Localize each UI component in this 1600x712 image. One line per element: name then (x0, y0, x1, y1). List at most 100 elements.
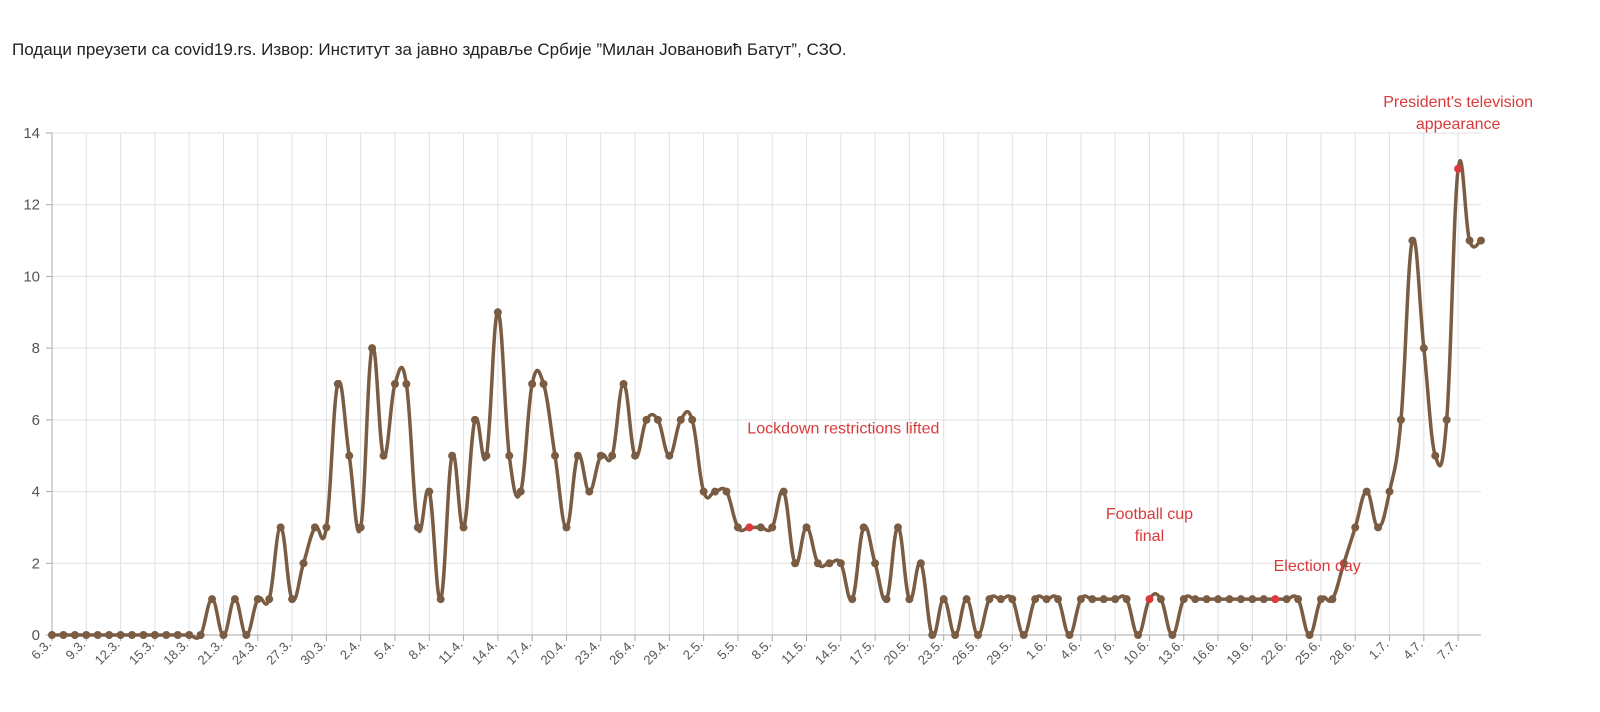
data-point (276, 523, 285, 532)
highlight-point (1145, 595, 1154, 604)
series (48, 158, 1485, 640)
x-tick-label: 18.3. (160, 637, 191, 668)
y-tick-label: 6 (32, 412, 40, 429)
data-point (93, 631, 102, 639)
x-tick-label: 23.5. (915, 637, 946, 668)
data-point (825, 559, 834, 568)
data-point (802, 523, 811, 532)
y-tick-label: 2 (32, 555, 40, 572)
data-point (1156, 595, 1165, 604)
data-point (859, 523, 868, 532)
x-tick-label: 4.7. (1400, 637, 1426, 663)
x-tick-label: 11.4. (435, 637, 465, 667)
y-tick-label: 14 (23, 125, 40, 142)
data-point (116, 631, 125, 639)
x-tick-label: 28.6. (1326, 637, 1357, 668)
x-tick-label: 23.4. (572, 637, 603, 668)
data-point (82, 631, 91, 639)
x-tick-label: 29.5. (983, 637, 1014, 668)
data-point (619, 380, 628, 388)
data-point (1294, 595, 1303, 604)
data-point (1374, 523, 1383, 532)
data-point (70, 631, 79, 639)
data-point (1054, 595, 1063, 604)
data-point (688, 415, 697, 424)
x-tick-label: 30.3. (297, 637, 328, 668)
y-tick-label: 4 (32, 484, 40, 501)
data-point (322, 523, 331, 532)
data-point (139, 631, 148, 639)
data-point (596, 451, 605, 460)
data-point (242, 631, 251, 639)
data-point (470, 415, 479, 424)
data-point (150, 631, 159, 639)
annotation-label: final (1135, 528, 1164, 545)
data-point (973, 631, 982, 639)
data-point (836, 559, 845, 568)
data-point (1477, 236, 1485, 245)
x-tick-label: 5.5. (714, 637, 740, 663)
x-tick-label: 25.6. (1292, 637, 1323, 668)
data-point (1362, 487, 1371, 496)
data-point (356, 523, 365, 532)
data-point (482, 451, 491, 460)
data-point (1099, 595, 1108, 604)
annotations: Lockdown restrictions lifted Football cup… (747, 94, 1533, 575)
data-point (939, 595, 948, 604)
x-tick-label: 22.6. (1258, 637, 1289, 668)
x-tick-label: 26.4. (606, 637, 637, 668)
x-tick-label: 26.5. (949, 637, 980, 668)
data-point (1111, 595, 1120, 604)
data-point (893, 523, 902, 532)
data-point (573, 451, 582, 460)
data-point (333, 380, 342, 388)
y-tick-label: 8 (32, 340, 40, 357)
x-tick-label: 13.6. (1155, 637, 1186, 668)
data-point (379, 451, 388, 460)
x-tick-label: 9.3. (62, 637, 88, 663)
data-point (196, 631, 205, 639)
data-point (345, 451, 354, 460)
data-point (1351, 523, 1360, 532)
data-point (505, 451, 514, 460)
x-tick-label: 7.6. (1091, 637, 1117, 663)
data-point (1214, 595, 1223, 604)
annotation-label: appearance (1416, 116, 1501, 133)
x-tick-label: 7.7. (1434, 637, 1460, 663)
data-point (1134, 631, 1143, 639)
data-point (402, 380, 411, 388)
data-point (413, 523, 422, 532)
data-point (1305, 631, 1314, 639)
data-point (1202, 595, 1211, 604)
data-point (1431, 451, 1440, 460)
data-point (493, 308, 502, 317)
data-point (1465, 236, 1474, 245)
x-tick-label: 11.5. (778, 637, 808, 667)
data-point (1019, 631, 1028, 639)
data-point (1122, 595, 1131, 604)
x-axis: 6.3. 9.3. 12.3. 15.3. 18.3. 21.3. 24.3. 27.3. 30… (28, 634, 1481, 668)
data-point (425, 487, 434, 496)
data-point (962, 595, 971, 604)
x-tick-label: 24.3. (229, 637, 260, 668)
data-point (1076, 595, 1085, 604)
highlight-point (1271, 595, 1280, 604)
data-point (768, 523, 777, 532)
data-point (162, 631, 171, 639)
data-point (722, 487, 731, 496)
data-point (288, 595, 297, 604)
data-point (1282, 595, 1291, 604)
data-point (665, 451, 674, 460)
data-point (699, 487, 708, 496)
annotation-label: Election day (1274, 558, 1361, 575)
data-point (173, 631, 182, 639)
data-point (779, 487, 788, 496)
annotation-label: President's television (1383, 94, 1533, 111)
data-point (631, 451, 640, 460)
data-point (996, 595, 1005, 604)
x-tick-label: 10.6. (1121, 637, 1152, 668)
data-point (128, 631, 137, 639)
x-tick-label: 16.6. (1189, 637, 1220, 668)
data-point (208, 595, 217, 604)
data-point (1088, 595, 1097, 604)
